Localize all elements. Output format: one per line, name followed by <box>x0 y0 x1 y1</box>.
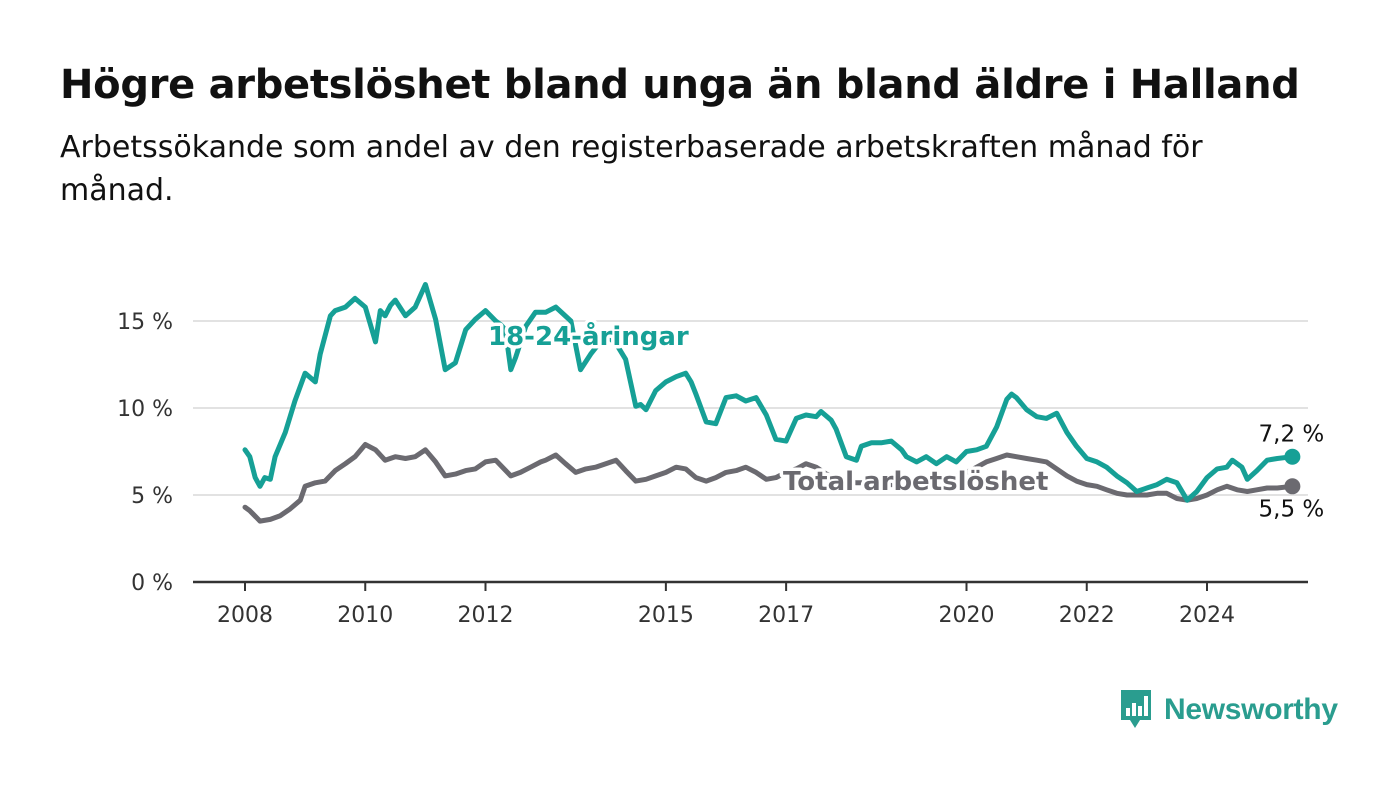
end-value-total: 5,5 % <box>1259 496 1325 522</box>
series-label-youth: 18-24-åringar <box>488 320 689 352</box>
bar-chart-logo-icon <box>1121 690 1151 728</box>
x-tick-label: 2017 <box>758 603 814 628</box>
y-axis-ticks: 0 % 5 % 10 % 15 % <box>117 310 173 596</box>
series-end-point <box>1284 478 1301 495</box>
x-tick-label: 2008 <box>217 603 273 628</box>
x-tick-label: 2022 <box>1059 603 1115 628</box>
x-tick-label: 2012 <box>458 603 514 628</box>
chart-title: Högre arbetslöshet bland unga än bland ä… <box>60 62 1300 108</box>
x-axis-ticks: 2008 2010 2012 2015 2017 2020 2022 2024 <box>217 582 1235 628</box>
x-tick-label: 2010 <box>337 603 393 628</box>
x-tick-label: 2024 <box>1179 603 1235 628</box>
series-lines <box>242 282 1301 524</box>
series-label-total: Total arbetslöshet <box>783 467 1048 497</box>
y-tick-label: 0 % <box>131 571 173 596</box>
chart-subtitle: Arbetssökande som andel av den registerb… <box>60 130 1203 208</box>
y-tick-label: 15 % <box>117 310 173 335</box>
y-tick-label: 5 % <box>131 484 173 509</box>
series-end-point <box>1284 448 1301 465</box>
series-line-total <box>242 442 1295 524</box>
brand-logo: Newsworthy <box>1118 688 1338 732</box>
end-value-youth: 7,2 % <box>1259 422 1325 448</box>
y-tick-label: 10 % <box>117 397 173 422</box>
x-tick-label: 2015 <box>638 603 694 628</box>
brand-name: Newsworthy <box>1164 693 1338 726</box>
series-labels: 18-24-åringar Total arbetslöshet 7,2 % 5,5 … <box>485 317 1328 526</box>
series-line-youth <box>242 282 1295 503</box>
x-tick-label: 2020 <box>939 603 995 628</box>
